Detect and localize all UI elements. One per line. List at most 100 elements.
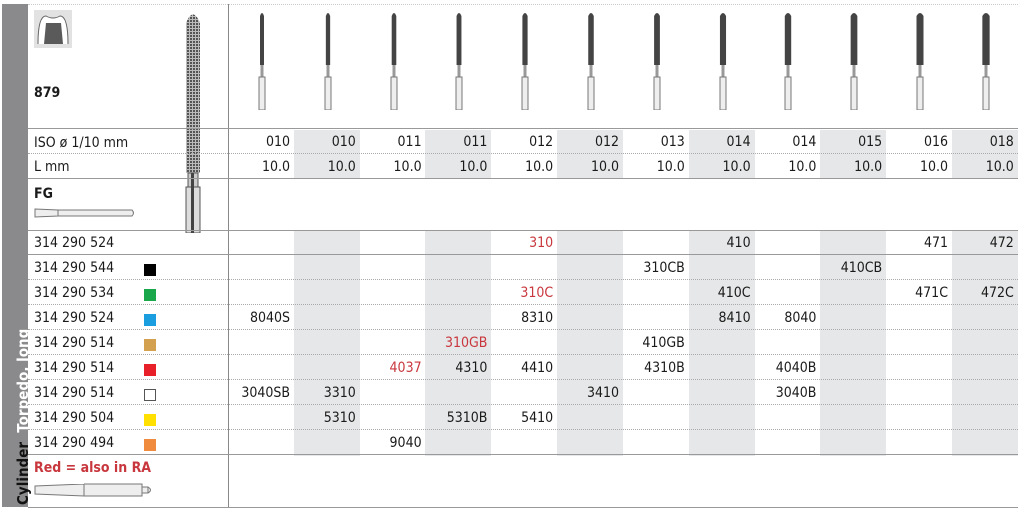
iso-size: 010 <box>265 134 290 150</box>
fg-shank-icon <box>34 208 134 218</box>
size-column: 011 10.0 310GB 4310 5310B <box>425 4 492 507</box>
row-divider <box>28 304 1018 305</box>
catalog-number[interactable]: 5310 <box>323 410 356 426</box>
row-divider <box>28 230 1018 231</box>
bur-image <box>848 10 860 114</box>
bur-image <box>914 10 926 114</box>
catalog-number[interactable]: 472 <box>989 235 1014 251</box>
grit-color-swatch <box>144 364 156 376</box>
size-column: 012 10.0 310 310C 8310 4410 5410 <box>491 4 557 507</box>
catalog-number[interactable]: 410 <box>726 235 751 251</box>
tooth-preparation-icon <box>34 10 72 48</box>
length-label: L mm <box>34 159 70 175</box>
length-value: 10.0 <box>788 159 817 175</box>
catalog-number[interactable]: 3410 <box>586 385 619 401</box>
row-divider <box>28 404 1018 405</box>
grit-color-swatch <box>144 264 156 276</box>
row-divider <box>28 4 1018 5</box>
catalog-number[interactable]: 310 <box>529 235 554 251</box>
length-value: 10.0 <box>656 159 685 175</box>
grit-color-swatch <box>144 439 156 451</box>
length-value: 10.0 <box>327 159 356 175</box>
grit-color-swatch <box>144 339 156 351</box>
length-value: 10.0 <box>919 159 948 175</box>
catalog-number[interactable]: 3040SB <box>241 385 290 401</box>
category-sidebar <box>2 4 28 507</box>
order-code: 314 290 514 <box>34 360 115 376</box>
catalog-number[interactable]: 471C <box>915 285 948 301</box>
bur-image <box>782 10 794 114</box>
catalog-number[interactable]: 4410 <box>521 360 554 376</box>
bur-image <box>585 10 597 114</box>
row-divider <box>28 379 1018 380</box>
bur-image <box>256 10 268 114</box>
catalog-number[interactable]: 3310 <box>323 385 356 401</box>
product-info: 879 ISO ø 1/10 mm L mm FG Red = also in … <box>28 4 228 507</box>
catalog-number[interactable]: 310C <box>520 285 554 301</box>
catalog-number[interactable]: 9040 <box>389 435 422 451</box>
iso-size: 016 <box>923 134 948 150</box>
bur-image <box>651 10 663 114</box>
length-value: 10.0 <box>854 159 883 175</box>
iso-size: 012 <box>529 134 554 150</box>
catalog-number[interactable]: 8310 <box>521 310 554 326</box>
shank-label: FG <box>34 186 53 202</box>
catalog-number[interactable]: 4310B <box>644 360 685 376</box>
catalog-number[interactable]: 8040 <box>784 310 817 326</box>
bur-image <box>980 10 992 114</box>
iso-size: 014 <box>792 134 817 150</box>
iso-size: 010 <box>331 134 356 150</box>
ra-shank-icon <box>34 483 151 497</box>
length-value: 10.0 <box>459 159 488 175</box>
size-column: 018 10.0 472 472C <box>951 4 1018 507</box>
catalog-number[interactable]: 410GB <box>642 335 685 351</box>
catalog-number[interactable]: 410C <box>717 285 751 301</box>
legend-text: Red = also in RA <box>34 460 152 476</box>
catalog-number[interactable]: 4310 <box>455 360 488 376</box>
row-divider <box>28 153 1018 154</box>
order-code: 314 290 544 <box>34 260 115 276</box>
bur-image <box>388 10 400 114</box>
catalog-number[interactable]: 310GB <box>444 335 488 351</box>
iso-size: 018 <box>989 134 1014 150</box>
length-value: 10.0 <box>393 159 422 175</box>
bur-image <box>519 10 531 114</box>
size-column: 011 10.0 4037 9040 <box>360 4 426 507</box>
row-divider <box>28 178 1018 179</box>
bur-image <box>717 10 729 114</box>
length-value: 10.0 <box>722 159 751 175</box>
size-column: 012 10.0 3410 <box>557 4 623 507</box>
size-column: 010 10.0 8040S 3040SB <box>228 4 294 507</box>
iso-size: 012 <box>594 134 619 150</box>
catalog-number[interactable]: 5410 <box>521 410 554 426</box>
row-divider <box>28 354 1018 355</box>
row-divider <box>28 507 1018 508</box>
bur-image <box>322 10 334 114</box>
catalog-number[interactable]: 472C <box>980 285 1014 301</box>
catalog-number[interactable]: 3040B <box>775 385 817 401</box>
size-column: 016 10.0 471 471C <box>886 4 952 507</box>
size-column: 010 10.0 3310 5310 <box>293 4 360 507</box>
row-divider <box>28 429 1018 430</box>
row-divider <box>28 128 1018 129</box>
order-code: 314 290 514 <box>34 385 115 401</box>
catalog-number[interactable]: 471 <box>923 235 948 251</box>
iso-label: ISO ø 1/10 mm <box>34 135 129 151</box>
catalog-number[interactable]: 310CB <box>643 260 685 276</box>
iso-size: 011 <box>397 134 422 150</box>
catalog-number[interactable]: 8040S <box>249 310 290 326</box>
iso-size: 011 <box>463 134 488 150</box>
length-value: 10.0 <box>525 159 554 175</box>
order-code: 314 290 514 <box>34 335 115 351</box>
divider <box>228 4 229 507</box>
length-value: 10.0 <box>985 159 1014 175</box>
catalog-number[interactable]: 8410 <box>718 310 751 326</box>
catalog-number[interactable]: 4040B <box>775 360 817 376</box>
row-divider <box>28 329 1018 330</box>
length-value: 10.0 <box>590 159 619 175</box>
catalog-number[interactable]: 5310B <box>446 410 488 426</box>
order-code: 314 290 504 <box>34 410 115 426</box>
catalog-number[interactable]: 410CB <box>840 260 883 276</box>
size-column: 014 10.0 410 410C 8410 <box>688 4 755 507</box>
catalog-number[interactable]: 4037 <box>389 360 422 376</box>
